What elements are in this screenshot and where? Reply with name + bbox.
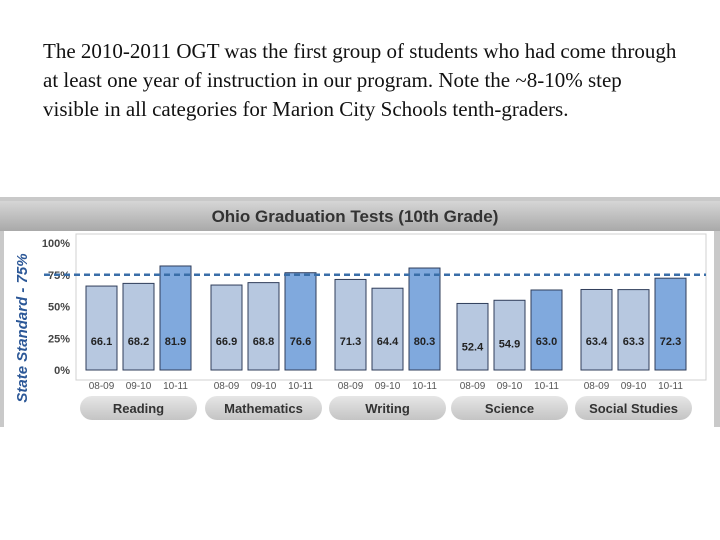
bar-value-label: 63.3	[623, 336, 644, 348]
category-pill	[575, 396, 692, 420]
x-tick-label: 09-10	[126, 381, 152, 392]
bar-value-label: 72.3	[660, 336, 681, 348]
category-pill	[451, 396, 568, 420]
bar-value-label: 66.9	[216, 336, 237, 348]
x-tick-label: 10-11	[412, 381, 437, 392]
bar	[617, 289, 650, 371]
ogt-chart: Ohio Graduation Tests (10th Grade) State…	[0, 197, 720, 427]
bar	[334, 278, 367, 371]
category-label: Social Studies	[589, 401, 678, 416]
x-tick-label: 10-11	[163, 381, 188, 392]
ogt-chart-svg: Ohio Graduation Tests (10th Grade) State…	[0, 197, 720, 427]
x-tick-label: 08-09	[338, 381, 364, 392]
chart-title-band	[0, 201, 720, 231]
x-tick-label: 09-10	[375, 381, 401, 392]
bar	[654, 277, 687, 371]
x-tick-label: 10-11	[658, 381, 683, 392]
bar	[85, 285, 118, 371]
bar	[284, 272, 317, 371]
x-tick-label: 10-11	[534, 381, 559, 392]
bar	[159, 265, 192, 371]
chart-title: Ohio Graduation Tests (10th Grade)	[212, 207, 499, 226]
bar	[408, 267, 441, 371]
y-tick-label: 25%	[48, 333, 70, 345]
x-tick-label: 09-10	[251, 381, 277, 392]
x-tick-label: 09-10	[497, 381, 523, 392]
bar	[122, 282, 155, 371]
category-pill	[80, 396, 197, 420]
bar	[210, 284, 243, 371]
bar-value-label: 68.2	[128, 336, 149, 348]
x-tick-labels: 08-09 09-10 10-11 08-09 09-10 10-11 08-09 09-10…	[89, 381, 684, 392]
category-pill	[205, 396, 322, 420]
category-pills: Reading Mathematics Writing Science Social S…	[80, 396, 692, 420]
bar	[530, 289, 563, 371]
y-tick-label: 50%	[48, 302, 70, 314]
y-axis-ticks: 0%25%50%75%100%	[42, 238, 70, 377]
bar-value-label: 63.0	[536, 336, 557, 348]
y-axis-label: State Standard - 75%	[14, 253, 31, 402]
bar-value-label: 54.9	[499, 338, 520, 350]
bar-value-label: 80.3	[414, 336, 435, 348]
bar-value-label: 68.8	[253, 336, 274, 348]
category-label: Science	[485, 401, 534, 416]
category-label: Reading	[113, 401, 164, 416]
bar-value-label: 64.4	[377, 336, 399, 348]
x-tick-label: 10-11	[288, 381, 313, 392]
x-tick-label: 08-09	[584, 381, 610, 392]
bar-value-label: 52.4	[462, 341, 484, 353]
bar	[580, 288, 613, 371]
bar-value-label: 81.9	[165, 336, 186, 348]
bar	[456, 302, 489, 371]
slide-caption: The 2010-2011 OGT was the first group of…	[43, 39, 677, 121]
bar-value-label: 66.1	[91, 336, 112, 348]
x-tick-label: 08-09	[89, 381, 115, 392]
bars-layer: 66.1 68.2 81.9 66.9 68.8 76.6 71.3 64.4 80.3 52.4…	[85, 265, 687, 371]
category-label: Mathematics	[224, 401, 303, 416]
category-pill	[329, 396, 446, 420]
bar	[493, 299, 526, 371]
x-tick-label: 08-09	[460, 381, 486, 392]
bar	[371, 287, 404, 371]
x-tick-label: 08-09	[214, 381, 240, 392]
bar-value-label: 63.4	[586, 336, 608, 348]
y-tick-label: 100%	[42, 238, 70, 250]
bar-value-label: 71.3	[340, 336, 361, 348]
category-label: Writing	[365, 401, 410, 416]
y-tick-label: 0%	[54, 365, 70, 377]
bar-value-label: 76.6	[290, 336, 311, 348]
bar	[247, 282, 280, 371]
x-tick-label: 09-10	[621, 381, 647, 392]
